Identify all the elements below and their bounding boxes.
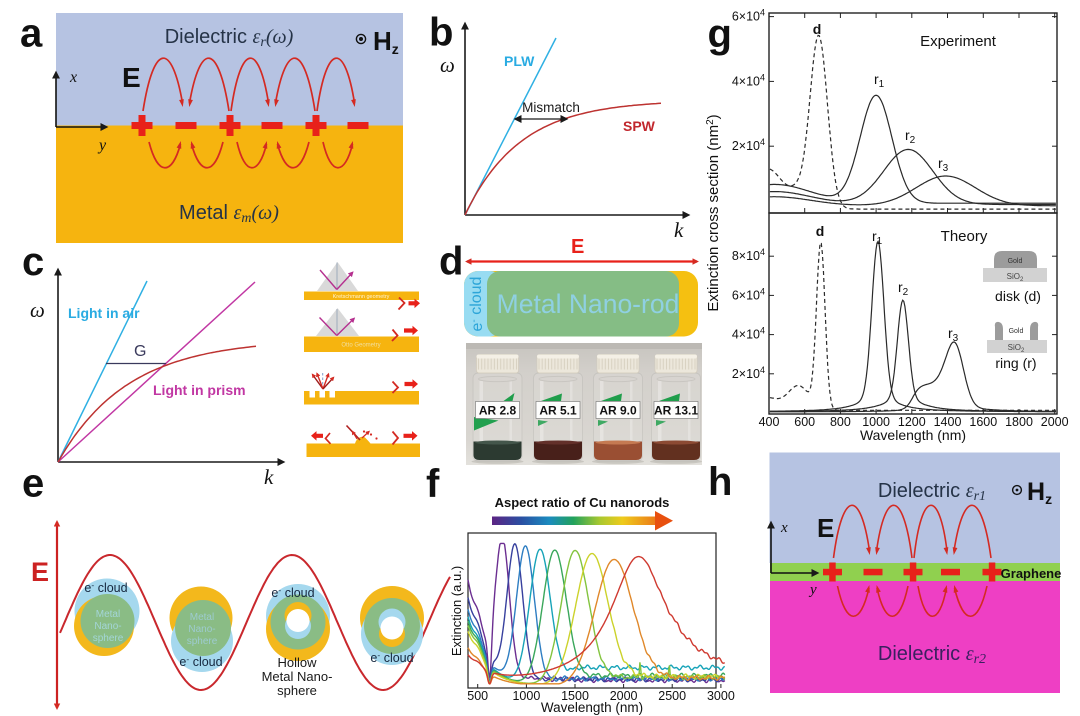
svg-text:r1: r1 — [872, 228, 883, 247]
svg-text:Theory: Theory — [941, 228, 988, 245]
svg-text:Nano-: Nano- — [94, 621, 121, 632]
svg-text:Dielectric εr1: Dielectric εr1 — [878, 480, 986, 504]
svg-text:d: d — [813, 21, 822, 37]
svg-text:3000: 3000 — [707, 689, 735, 703]
svg-text:1200: 1200 — [898, 415, 926, 429]
svg-text:x: x — [780, 520, 788, 536]
svg-text:Wavelength (nm): Wavelength (nm) — [541, 700, 643, 715]
svg-text:e: e — [22, 462, 44, 506]
svg-text:r3: r3 — [948, 325, 959, 344]
svg-text:r1: r1 — [874, 71, 885, 90]
svg-text:1800: 1800 — [1005, 415, 1033, 429]
svg-text:y: y — [97, 137, 107, 154]
svg-text:e- cloud: e- cloud — [468, 277, 486, 332]
svg-text:sphere: sphere — [93, 633, 124, 644]
svg-text:c: c — [22, 240, 44, 284]
svg-text:r2: r2 — [898, 279, 909, 298]
svg-text:y: y — [808, 582, 817, 598]
svg-text:Metal εm(ω): Metal εm(ω) — [179, 202, 279, 226]
svg-text:500: 500 — [467, 689, 488, 703]
svg-text:2×104: 2×104 — [732, 365, 765, 381]
svg-text:Dielectric εr2: Dielectric εr2 — [878, 643, 986, 667]
svg-text:Graphene: Graphene — [1001, 566, 1062, 581]
svg-text:r3: r3 — [938, 155, 949, 174]
svg-text:2500: 2500 — [658, 689, 686, 703]
svg-text:800: 800 — [830, 415, 851, 429]
svg-text:Light in air: Light in air — [68, 305, 140, 321]
svg-text:Aspect ratio of Cu nanorods: Aspect ratio of Cu nanorods — [495, 495, 670, 510]
svg-text:AR 13.1: AR 13.1 — [654, 404, 698, 418]
svg-text:2000: 2000 — [1041, 415, 1069, 429]
svg-text:2×104: 2×104 — [732, 137, 765, 153]
svg-text:4×104: 4×104 — [732, 72, 765, 88]
svg-text:a: a — [20, 12, 43, 56]
svg-text:E: E — [817, 513, 834, 543]
svg-text:E: E — [31, 557, 49, 587]
svg-text:6×104: 6×104 — [732, 286, 765, 302]
svg-text:2000: 2000 — [610, 689, 638, 703]
svg-text:1400: 1400 — [934, 415, 962, 429]
svg-text:Nano-: Nano- — [188, 624, 215, 635]
svg-text:Hollow: Hollow — [277, 655, 317, 670]
svg-text:x: x — [69, 69, 77, 86]
svg-text:Mismatch: Mismatch — [522, 100, 580, 115]
svg-text:Kretschmann geometry: Kretschmann geometry — [333, 294, 390, 300]
svg-text:k: k — [674, 218, 684, 242]
svg-text:1000: 1000 — [512, 689, 540, 703]
svg-text:E: E — [122, 62, 141, 93]
svg-text:Gold: Gold — [1008, 258, 1023, 265]
svg-text:Gold: Gold — [1009, 328, 1024, 335]
svg-text:Extinction (a.u.): Extinction (a.u.) — [449, 566, 464, 656]
svg-text:r2: r2 — [905, 127, 916, 146]
svg-text:Light in prism: Light in prism — [153, 382, 246, 398]
svg-text:400: 400 — [759, 415, 780, 429]
svg-text:600: 600 — [794, 415, 815, 429]
svg-text:d: d — [439, 240, 463, 284]
svg-text:G: G — [134, 343, 146, 360]
svg-text:SPW: SPW — [623, 118, 656, 134]
svg-text:ring (r): ring (r) — [995, 355, 1036, 371]
svg-text:g: g — [708, 12, 732, 56]
svg-text:Metal: Metal — [190, 612, 214, 623]
svg-text:d: d — [816, 223, 825, 239]
svg-text:1000: 1000 — [862, 415, 890, 429]
svg-text:Metal Nano-rod: Metal Nano-rod — [497, 289, 680, 319]
svg-text:sphere: sphere — [277, 683, 317, 698]
svg-text:AR 9.0: AR 9.0 — [599, 404, 637, 418]
svg-text:4×104: 4×104 — [732, 326, 765, 342]
svg-text:1600: 1600 — [969, 415, 997, 429]
svg-text:AR 5.1: AR 5.1 — [539, 404, 577, 418]
svg-text:Metal: Metal — [96, 609, 120, 620]
svg-text:SiO2: SiO2 — [1007, 272, 1024, 283]
svg-text:Wavelength (nm): Wavelength (nm) — [860, 427, 966, 443]
svg-text:AR 2.8: AR 2.8 — [479, 404, 517, 418]
svg-text:Metal Nano-: Metal Nano- — [262, 669, 333, 684]
svg-text:Dielectric εr(ω): Dielectric εr(ω) — [165, 26, 294, 50]
svg-text:b: b — [429, 10, 453, 54]
svg-text:e- cloud: e- cloud — [271, 585, 314, 600]
svg-text:e- cloud: e- cloud — [84, 580, 127, 595]
svg-text:k: k — [264, 465, 274, 489]
svg-text:h: h — [708, 460, 732, 504]
svg-text:e- cloud: e- cloud — [370, 650, 413, 665]
svg-text:f: f — [426, 462, 440, 506]
svg-text:e- cloud: e- cloud — [179, 654, 222, 669]
svg-text:8×104: 8×104 — [732, 247, 765, 263]
svg-text:1500: 1500 — [561, 689, 589, 703]
svg-text:sphere: sphere — [187, 636, 218, 647]
svg-text:SiO2: SiO2 — [1008, 343, 1025, 354]
svg-text:PLW: PLW — [504, 53, 535, 69]
svg-text:Experiment: Experiment — [920, 33, 997, 50]
svg-text:6×104: 6×104 — [732, 8, 765, 24]
svg-text:ω: ω — [30, 298, 45, 322]
svg-text:Extinction cross section (nm2): Extinction cross section (nm2) — [705, 114, 722, 311]
svg-text:disk (d): disk (d) — [995, 288, 1041, 304]
svg-text:E: E — [571, 236, 584, 258]
svg-text:ω: ω — [440, 53, 455, 77]
svg-text:Otto Geometry: Otto Geometry — [341, 343, 380, 349]
